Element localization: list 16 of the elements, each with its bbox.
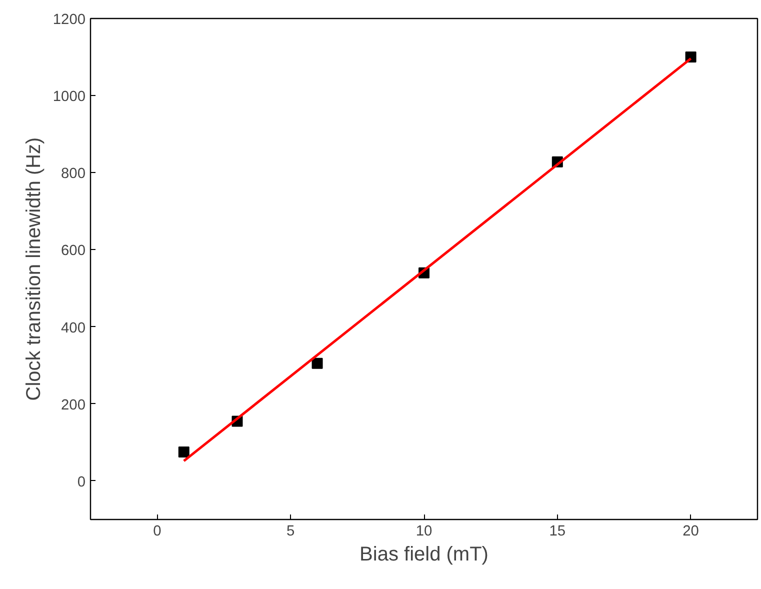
y-tick-label: 800 xyxy=(61,166,86,182)
point xyxy=(312,358,323,369)
x-axis-title: Bias field (mT) xyxy=(360,544,488,566)
x-tick-label: 10 xyxy=(416,524,432,540)
x-tick-label: 20 xyxy=(682,524,699,540)
y-tick-label: 400 xyxy=(61,320,86,336)
y-tick-label: 0 xyxy=(77,474,86,490)
y-axis-title: Clock transition linewidth (Hz) xyxy=(22,137,45,401)
point xyxy=(178,446,190,458)
y-tick-label: 1000 xyxy=(52,89,86,106)
x-tick-label: 5 xyxy=(286,524,295,540)
x-tick-label: 15 xyxy=(549,524,566,540)
y-tick-label: 200 xyxy=(61,397,86,414)
x-tick-label: 0 xyxy=(153,524,162,540)
y-tick-label: 600 xyxy=(61,243,86,260)
y-tick-label: 1200 xyxy=(52,12,86,28)
